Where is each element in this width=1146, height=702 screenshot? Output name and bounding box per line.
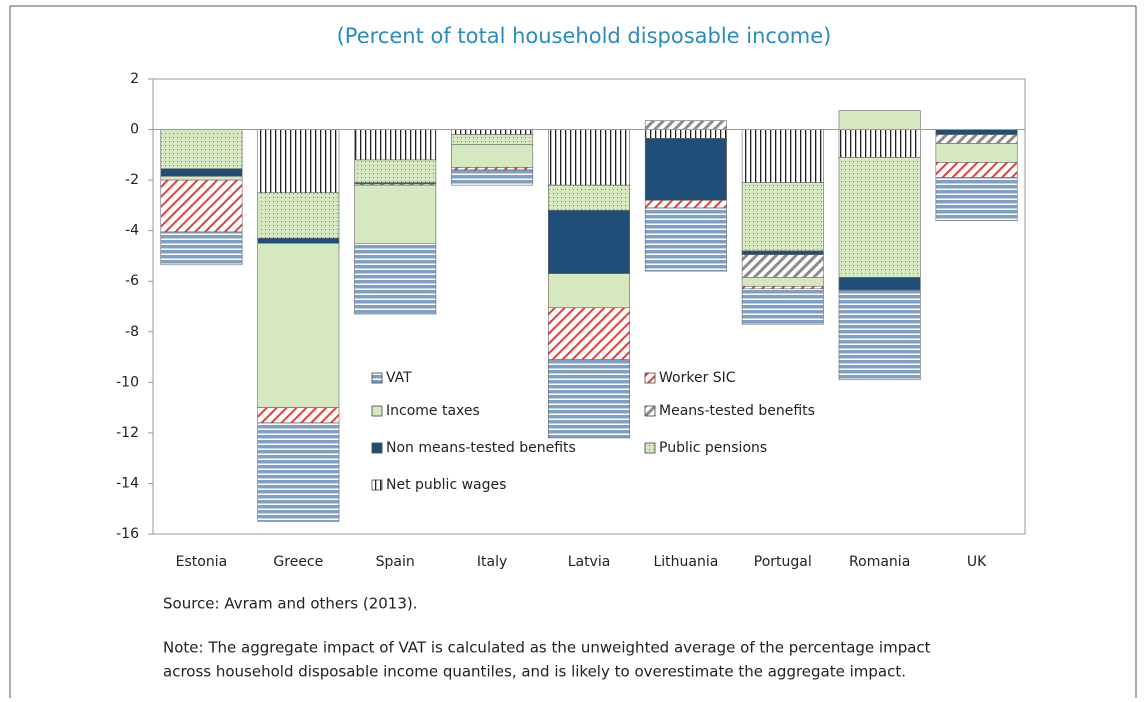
bar-segment — [935, 162, 1018, 178]
x-tick-label: Romania — [849, 554, 910, 570]
bar-segment — [160, 129, 243, 170]
bar-segment — [160, 168, 243, 177]
y-tick-label: -16 — [116, 526, 139, 542]
legend-label: Income taxes — [386, 403, 480, 419]
source: Source: Avram and others (2013). — [163, 595, 418, 613]
bar-segment — [741, 277, 824, 287]
legend-swatch — [371, 442, 383, 454]
note: Note: The aggregate impact of VAT is cal… — [163, 639, 931, 657]
bar-segment — [160, 176, 243, 181]
bar-segment — [354, 184, 437, 244]
x-tick-label: Spain — [376, 554, 415, 570]
bar-segment — [741, 129, 824, 183]
y-tick-label: -4 — [125, 223, 139, 239]
legend-swatch — [371, 405, 383, 417]
bar-segment — [548, 184, 630, 211]
bar-segment — [935, 134, 1018, 144]
bar-segment — [257, 129, 340, 194]
bar-segment — [257, 237, 340, 244]
x-tick-label: Latvia — [568, 554, 611, 570]
bar-segment — [741, 254, 824, 278]
bar-segment — [935, 177, 1018, 221]
y-tick-label: -2 — [125, 172, 139, 188]
x-tick-label: Estonia — [176, 554, 228, 570]
bar-segment — [257, 243, 340, 408]
bar-segment — [354, 129, 437, 161]
bar-segment — [838, 157, 921, 278]
plot-frame — [152, 78, 1026, 535]
x-tick-label: UK — [967, 554, 987, 570]
bar-segment — [257, 422, 340, 522]
x-tick-label: Lithuania — [653, 554, 718, 570]
y-tick-label: -6 — [125, 273, 139, 289]
bar-segment — [741, 182, 824, 252]
legend-swatch — [644, 405, 656, 417]
legend-label: Means-tested benefits — [659, 403, 815, 419]
bar-segment — [451, 129, 534, 135]
bar-segment — [451, 169, 534, 186]
bar-segment — [548, 129, 630, 186]
bar-segment — [354, 159, 437, 183]
bar-segment — [741, 288, 824, 325]
bar-segment — [741, 250, 824, 255]
y-tick-label: 2 — [130, 71, 139, 87]
y-tick-label: -12 — [116, 425, 139, 441]
bar-segment — [935, 129, 1018, 135]
y-tick-label: -8 — [125, 324, 139, 340]
legend-swatch — [644, 442, 656, 454]
bar-segment — [354, 243, 437, 315]
y-tick-label: 0 — [130, 122, 139, 138]
chart-title: (Percent of total household disposable i… — [337, 24, 832, 48]
y-tick-label: -14 — [116, 475, 139, 491]
bar-segment — [644, 207, 727, 272]
bar-segment — [644, 120, 727, 130]
bar-segment — [838, 277, 921, 291]
legend-label: Net public wages — [386, 477, 506, 493]
y-tick-label: -10 — [116, 374, 139, 390]
bar-segment — [644, 138, 727, 201]
bar-segment — [644, 129, 727, 139]
bar-segment — [451, 144, 534, 168]
bar-segment — [548, 307, 630, 360]
legend-swatch — [371, 372, 383, 384]
note: across household disposable income quant… — [163, 663, 906, 681]
bar-segment — [451, 167, 534, 171]
bar-segment — [838, 289, 921, 381]
x-tick-label: Portugal — [754, 554, 812, 570]
bar-segment — [451, 134, 534, 146]
bar-segment — [838, 110, 921, 130]
bar-segment — [257, 192, 340, 239]
legend-swatch — [371, 479, 383, 491]
legend-label: Non means-tested benefits — [386, 440, 576, 456]
bar-segment — [548, 210, 630, 274]
x-tick-label: Greece — [273, 554, 323, 570]
legend-swatch — [644, 372, 656, 384]
x-tick-label: Italy — [477, 554, 507, 570]
bar-segment — [741, 285, 824, 290]
bar-segment — [160, 179, 243, 233]
bar-segment — [644, 200, 727, 209]
legend-label: Worker SIC — [659, 370, 736, 386]
bar-segment — [257, 407, 340, 424]
bar-segment — [548, 359, 630, 439]
legend-label: Public pensions — [659, 440, 767, 456]
bar-segment — [548, 273, 630, 309]
bar-segment — [838, 129, 921, 158]
bar-segment — [160, 231, 243, 266]
bar-segment — [935, 143, 1018, 163]
legend-label: VAT — [386, 370, 412, 386]
